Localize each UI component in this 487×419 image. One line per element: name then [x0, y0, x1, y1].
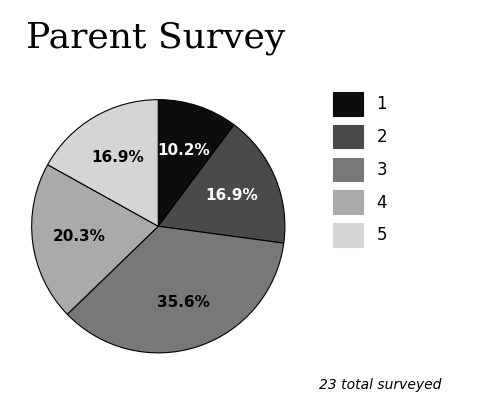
Legend: 1, 2, 3, 4, 5: 1, 2, 3, 4, 5: [333, 92, 387, 247]
Text: 20.3%: 20.3%: [53, 229, 106, 244]
Wedge shape: [32, 165, 158, 314]
Text: 10.2%: 10.2%: [157, 143, 210, 158]
Wedge shape: [67, 226, 284, 353]
Text: Parent Survey: Parent Survey: [26, 21, 285, 55]
Text: 16.9%: 16.9%: [92, 150, 144, 165]
Text: 23 total surveyed: 23 total surveyed: [318, 378, 441, 393]
Text: 16.9%: 16.9%: [206, 188, 258, 203]
Wedge shape: [48, 100, 158, 226]
Text: 35.6%: 35.6%: [157, 295, 209, 310]
Wedge shape: [158, 100, 234, 226]
Wedge shape: [158, 125, 285, 243]
